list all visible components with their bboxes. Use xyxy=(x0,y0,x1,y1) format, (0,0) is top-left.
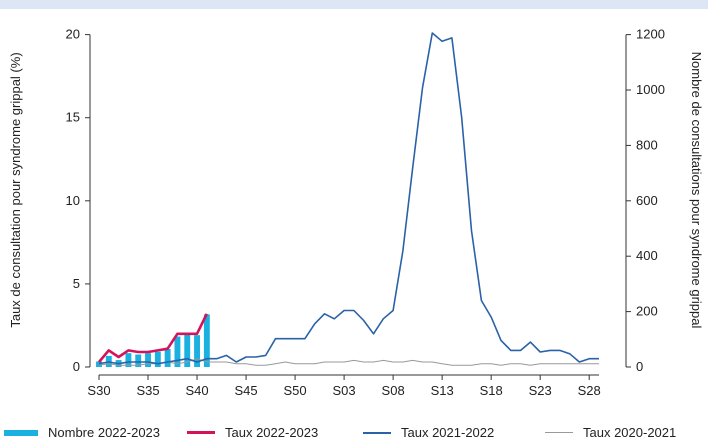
x-tick-label: S40 xyxy=(185,383,208,398)
x-tick-label: S23 xyxy=(529,383,552,398)
legend: Nombre 2022-2023 Taux 2022-2023 Taux 202… xyxy=(0,422,708,441)
bar-S33 xyxy=(125,353,132,367)
bar-S38 xyxy=(174,336,181,367)
legend-swatch-line xyxy=(187,431,215,434)
y-right-tick-label: 200 xyxy=(636,304,658,319)
y-right-tick-label: 600 xyxy=(636,193,658,208)
y-right-tick-label: 400 xyxy=(636,248,658,263)
x-tick-label: S30 xyxy=(87,383,110,398)
bar-S34 xyxy=(135,354,142,367)
y-axis-left-title: Taux de consultation pour syndrome gripp… xyxy=(8,52,23,327)
y-left-tick-label: 10 xyxy=(66,193,80,208)
line-taux-2020-2021 xyxy=(98,358,599,366)
line-taux-2021-2022 xyxy=(98,32,599,365)
y-right-tick-label: 0 xyxy=(636,359,643,374)
bars-series xyxy=(96,314,210,367)
x-tick-label: S13 xyxy=(431,383,454,398)
legend-swatch-line xyxy=(545,432,573,433)
y-right-tick-label: 1200 xyxy=(636,27,665,42)
y-axis-right-title: Nombre de consultations pour syndrome gr… xyxy=(689,52,704,329)
line-taux-2022-2023 xyxy=(98,313,208,363)
x-tick-label: S35 xyxy=(136,383,159,398)
bar-S39 xyxy=(184,333,191,367)
legend-swatch-line xyxy=(363,431,391,434)
y-right-tick-label: 1000 xyxy=(636,82,665,97)
x-tick-label: S08 xyxy=(382,383,405,398)
top-banner xyxy=(0,0,708,9)
y-left-tick-label: 0 xyxy=(73,359,80,374)
lines-series xyxy=(98,32,599,366)
legend-label: Nombre 2022-2023 xyxy=(48,425,161,440)
legend-item-nombre-2022-2023[interactable]: Nombre 2022-2023 xyxy=(4,425,160,440)
x-tick-label: S28 xyxy=(578,383,601,398)
bar-S30 xyxy=(96,361,102,367)
x-tick-label: S45 xyxy=(234,383,257,398)
y-right-tick-label: 800 xyxy=(636,137,658,152)
x-tick-label: S03 xyxy=(333,383,356,398)
legend-label: Taux 2020-2021 xyxy=(583,425,677,440)
legend-item-taux-2021-2022[interactable]: Taux 2021-2022 xyxy=(363,425,494,440)
bar-S35 xyxy=(145,353,151,367)
legend-item-taux-2022-2023[interactable]: Taux 2022-2023 xyxy=(187,425,318,440)
x-tick-label: S18 xyxy=(480,383,503,398)
bar-S36 xyxy=(154,351,161,367)
x-tick-label: S50 xyxy=(284,383,307,398)
bar-S37 xyxy=(164,348,171,367)
legend-swatch-bar xyxy=(4,429,38,436)
legend-label: Taux 2022-2023 xyxy=(225,425,319,440)
bar-S40 xyxy=(194,335,200,367)
legend-item-taux-2020-2021[interactable]: Taux 2020-2021 xyxy=(545,425,676,440)
y-left-tick-label: 5 xyxy=(73,276,80,291)
bar-S41 xyxy=(203,314,210,367)
legend-label: Taux 2021-2022 xyxy=(401,425,495,440)
y-left-tick-label: 20 xyxy=(66,27,80,42)
y-left-tick-label: 15 xyxy=(66,110,80,125)
